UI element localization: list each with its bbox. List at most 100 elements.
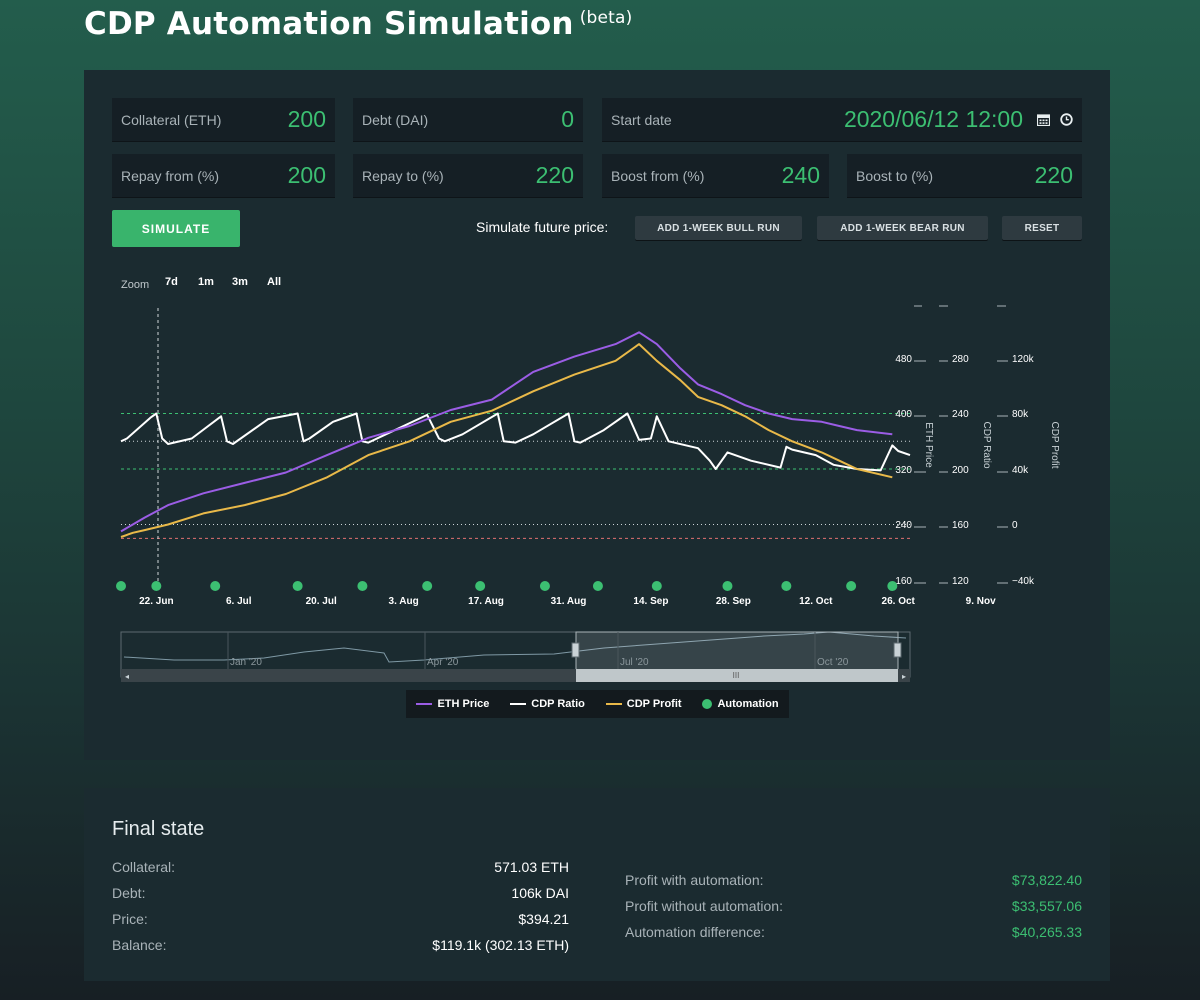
- repay-to-value[interactable]: 220: [535, 162, 574, 188]
- y-tick-label: 400: [895, 409, 912, 420]
- y-tick-label: 480: [895, 354, 912, 365]
- collateral-value[interactable]: 200: [287, 106, 326, 132]
- balance-row-label: Balance:: [112, 937, 167, 953]
- y-tick-label: 0: [1012, 520, 1018, 531]
- automation-dot[interactable]: [210, 581, 221, 591]
- x-tick-label: 17. Aug: [468, 596, 504, 607]
- repay-to-field[interactable]: Repay to (%) 220: [353, 154, 583, 198]
- navigator[interactable]: III ◂ ▸ Jan '20 Apr '20 Jul '20 Oct '20: [120, 631, 911, 682]
- x-tick-label: 28. Sep: [716, 596, 751, 607]
- automation-dot[interactable]: [357, 581, 368, 591]
- repay-from-value[interactable]: 200: [287, 162, 326, 188]
- cdp-ratio-line[interactable]: [120, 412, 911, 472]
- legend-automation[interactable]: Automation: [702, 698, 779, 710]
- profit-without-value: $33,557.06: [1011, 898, 1082, 914]
- collateral-row-value: 571.03 ETH: [494, 859, 569, 875]
- svg-text:III: III: [733, 671, 740, 680]
- balance-row-value: $119.1k (302.13 ETH): [432, 937, 569, 953]
- automation-dot[interactable]: [151, 581, 162, 591]
- clock-icon[interactable]: [1060, 113, 1073, 126]
- repay-from-field[interactable]: Repay from (%) 200: [112, 154, 335, 198]
- legend-cdp-ratio-label: CDP Ratio: [531, 698, 585, 710]
- x-tick-label: 20. Jul: [306, 596, 337, 607]
- debt-label: Debt (DAI): [362, 111, 429, 128]
- legend-cdp-profit[interactable]: CDP Profit: [605, 698, 682, 710]
- x-tick-label: 3. Aug: [389, 596, 419, 607]
- cdp-profit-swatch: [605, 703, 622, 705]
- automation-dot[interactable]: [422, 581, 433, 591]
- simulate-future-price-label: Simulate future price:: [476, 219, 609, 235]
- automation-dot[interactable]: [651, 581, 662, 591]
- navigator-scrollbar-thumb[interactable]: [576, 669, 898, 682]
- collateral-label: Collateral (ETH): [121, 111, 222, 128]
- zoom-label: Zoom: [121, 279, 150, 291]
- simulate-button[interactable]: SIMULATE: [112, 210, 240, 247]
- boost-from-value[interactable]: 240: [781, 162, 820, 188]
- boost-to-value[interactable]: 220: [1034, 162, 1073, 188]
- scroll-left-arrow[interactable]: ◂: [125, 672, 129, 681]
- reset-button[interactable]: RESET: [1002, 216, 1082, 240]
- cdp-profit-line[interactable]: [120, 343, 893, 538]
- navigator-handle-right[interactable]: [893, 642, 902, 658]
- y-tick-label: 160: [952, 520, 969, 531]
- simulation-panel: Collateral (ETH) 200 Debt (DAI) 0 Start …: [84, 70, 1110, 760]
- cdp-ratio-swatch: [510, 703, 527, 705]
- automation-dot[interactable]: [539, 581, 550, 591]
- automation-dot[interactable]: [116, 581, 126, 591]
- chart-legend: ETH Price CDP Ratio CDP Profit Automatio…: [406, 690, 789, 718]
- zoom-3m-button[interactable]: 3m: [232, 276, 248, 288]
- y-tick-label: 80k: [1012, 409, 1029, 420]
- page-title-text: CDP Automation Simulation: [84, 6, 574, 42]
- price-row-value: $394.21: [518, 911, 569, 927]
- start-date-field[interactable]: Start date 2020/06/12 12:00: [602, 98, 1082, 142]
- y-tick-label: 320: [895, 465, 912, 476]
- start-date-value[interactable]: 2020/06/12 12:00: [843, 106, 1023, 132]
- automation-dot[interactable]: [592, 581, 603, 591]
- legend-eth-price[interactable]: ETH Price: [416, 698, 489, 710]
- profit-without-label: Profit without automation:: [625, 898, 783, 914]
- automation-dot[interactable]: [475, 581, 486, 591]
- profit-with-value: $73,822.40: [1011, 872, 1082, 888]
- zoom-1m-button[interactable]: 1m: [198, 276, 214, 288]
- final-state-title: Final state: [112, 818, 205, 840]
- collateral-field[interactable]: Collateral (ETH) 200: [112, 98, 335, 142]
- page-title: CDP Automation Simulation (beta): [84, 6, 633, 42]
- debt-value[interactable]: 0: [561, 106, 574, 132]
- boost-from-field[interactable]: Boost from (%) 240: [602, 154, 829, 198]
- final-state-panel: Final state Collateral: 571.03 ETH Debt:…: [84, 788, 1110, 981]
- profit-with-label: Profit with automation:: [625, 872, 764, 888]
- y-tick-label: 120: [952, 576, 969, 587]
- legend-automation-label: Automation: [717, 698, 779, 710]
- start-date-label: Start date: [611, 111, 672, 128]
- y-tick-label: 120k: [1012, 354, 1035, 365]
- navigator-date-label: Apr '20: [427, 657, 459, 668]
- navigator-date-label: Oct '20: [817, 657, 849, 668]
- boost-to-label: Boost to (%): [856, 167, 934, 184]
- axis-title: CDP Profit: [1049, 421, 1060, 468]
- bull-run-button[interactable]: ADD 1-WEEK BULL RUN: [635, 216, 802, 240]
- debt-field[interactable]: Debt (DAI) 0: [353, 98, 583, 142]
- boost-to-field[interactable]: Boost to (%) 220: [847, 154, 1082, 198]
- eth-price-line[interactable]: [120, 331, 893, 533]
- legend-cdp-ratio[interactable]: CDP Ratio: [510, 698, 585, 710]
- y-tick-label: 40k: [1012, 465, 1029, 476]
- axis-title: CDP Ratio: [981, 421, 992, 468]
- automation-dot[interactable]: [846, 581, 857, 591]
- simulation-chart[interactable]: 22. Jun 6. Jul 20. Jul 3. Aug 17. Aug 31. Aug…: [84, 70, 1110, 710]
- scroll-right-arrow[interactable]: ▸: [902, 672, 906, 681]
- calendar-icon[interactable]: [1037, 113, 1050, 126]
- automation-dot[interactable]: [722, 581, 733, 591]
- navigator-date-label: Jul '20: [620, 657, 649, 668]
- zoom-all-button[interactable]: All: [267, 276, 282, 288]
- axis-title: ETH Price: [923, 422, 934, 468]
- y-tick-label: 200: [952, 465, 969, 476]
- x-tick-label: 9. Nov: [966, 596, 996, 607]
- x-tick-label: 12. Oct: [799, 596, 833, 607]
- bear-run-button[interactable]: ADD 1-WEEK BEAR RUN: [817, 216, 988, 240]
- zoom-7d-button[interactable]: 7d: [165, 276, 178, 288]
- boost-from-label: Boost from (%): [611, 167, 705, 184]
- navigator-handle-left[interactable]: [571, 642, 580, 658]
- automation-dot[interactable]: [887, 581, 898, 591]
- automation-dot[interactable]: [781, 581, 792, 591]
- automation-dot[interactable]: [292, 581, 303, 591]
